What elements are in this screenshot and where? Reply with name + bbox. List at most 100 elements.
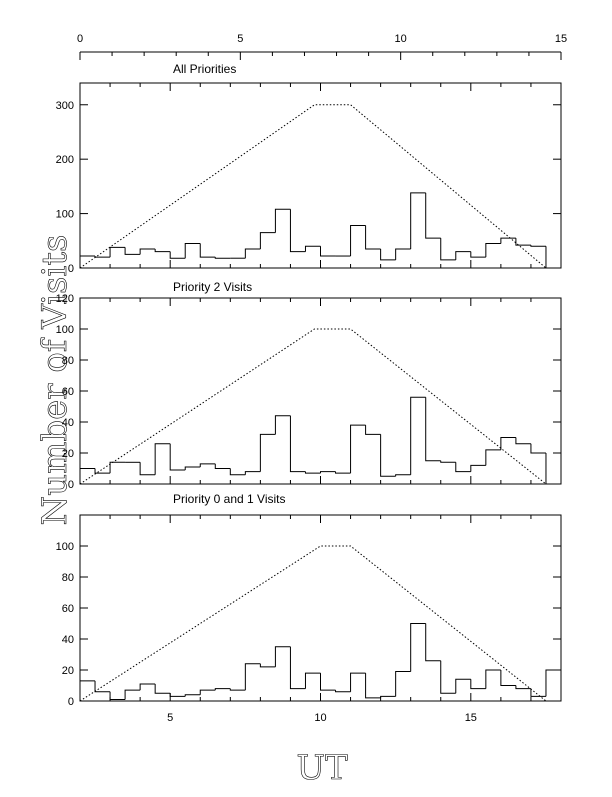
histogram-bin [380, 695, 396, 698]
histogram-bin [530, 245, 546, 247]
histogram-bin [304, 245, 321, 252]
histogram-bin [350, 225, 366, 257]
histogram-bin [485, 243, 501, 258]
histogram-bin [440, 460, 456, 463]
histogram-bin [440, 660, 456, 694]
histogram-bin [94, 468, 111, 474]
histogram-bin [244, 471, 261, 475]
histogram-bin [199, 463, 216, 467]
y-tick-label: 40 [62, 634, 74, 646]
histogram-bin [184, 694, 201, 697]
bottom-axis-tick-label: 15 [465, 712, 477, 724]
histogram-bin [410, 623, 426, 672]
histogram-bin [500, 437, 516, 450]
bottom-axis-tick-label: 10 [314, 712, 326, 724]
histogram-bin [350, 672, 366, 692]
histogram-bin [470, 679, 486, 690]
y-tick-label: 60 [62, 386, 74, 398]
histogram-bin [545, 246, 561, 269]
histogram-bin [335, 471, 351, 474]
histogram-bin [244, 248, 261, 259]
histogram-bin [425, 623, 441, 662]
histogram-bin [274, 415, 291, 435]
histogram-bin [154, 683, 171, 694]
y-axis-label: Number of Visits [35, 235, 75, 526]
histogram-bin [274, 208, 291, 233]
histogram-bin [380, 248, 396, 261]
histogram-bin [515, 238, 531, 246]
histogram-bin [109, 246, 126, 258]
histogram-bin [79, 255, 96, 268]
histogram-bin [335, 690, 351, 693]
y-tick-label: 80 [62, 355, 74, 367]
y-tick-label: 100 [56, 541, 74, 553]
histogram-bin [410, 396, 426, 475]
y-tick-label: 100 [56, 324, 74, 336]
histogram-bin [139, 462, 156, 476]
histogram-bin [470, 464, 486, 472]
histogram-bin [154, 443, 171, 475]
y-tick-label: 20 [62, 665, 74, 677]
histogram-bin [304, 672, 321, 689]
envelope-line [79, 104, 547, 269]
histogram-bin [455, 678, 471, 694]
histogram-bin [94, 680, 111, 693]
histogram-bin [530, 443, 546, 454]
histogram-bin [94, 256, 111, 258]
y-tick-label: 120 [56, 293, 74, 305]
y-tick-label: 80 [62, 572, 74, 584]
histogram-bin [500, 237, 516, 244]
histogram-bin [124, 689, 141, 700]
histogram-bin [289, 646, 306, 690]
histogram-bin [350, 424, 366, 474]
histogram-bin [184, 466, 201, 471]
y-tick-label: 0 [68, 696, 74, 708]
histogram-bin [214, 463, 231, 469]
histogram-bin [395, 474, 411, 477]
histogram-bin [259, 663, 276, 668]
y-tick-label: 200 [56, 154, 74, 166]
histogram-bin [365, 673, 381, 699]
histogram-bin [169, 443, 186, 471]
histogram-bin [365, 225, 381, 250]
histogram-bin [304, 471, 321, 474]
histogram-bin [229, 468, 246, 476]
histogram-bin [109, 691, 126, 700]
histogram-bin [274, 646, 291, 667]
histogram-bin [79, 468, 96, 484]
histogram-bin [365, 425, 381, 435]
histogram-bin [79, 680, 96, 701]
histogram-bin [395, 248, 411, 260]
y-tick-label: 60 [62, 603, 74, 615]
y-tick-label: 20 [62, 448, 74, 460]
panel-title: Priority 0 and 1 Visits [173, 492, 286, 506]
histogram-bin [470, 251, 486, 258]
histogram-bin [244, 663, 261, 691]
panel-title: Priority 2 Visits [173, 280, 252, 294]
histogram-bin [124, 247, 141, 255]
histogram-bin [320, 246, 336, 257]
histogram-bin [139, 683, 156, 691]
top-axis-tick-label: 15 [555, 33, 567, 45]
histogram-bin [154, 248, 171, 253]
histogram-bin [289, 209, 306, 253]
histogram-bin [455, 251, 471, 260]
histogram-bin [214, 257, 231, 259]
panel-title: All Priorities [173, 62, 236, 76]
top-axis-tick-label: 10 [395, 33, 407, 45]
envelope-line [79, 328, 547, 485]
histogram-bin [320, 673, 336, 691]
top-axis: 0 5 10 15 [77, 33, 567, 60]
histogram-bin [259, 232, 276, 249]
histogram-bin [229, 688, 246, 691]
panel-frame [79, 297, 562, 485]
histogram-bin [169, 693, 186, 697]
histogram-bin [320, 471, 336, 474]
histogram-bin [455, 462, 471, 473]
x-axis-label: UT [296, 748, 348, 788]
histogram-bin [515, 437, 531, 445]
y-tick-label: 100 [56, 209, 74, 221]
bottom-axis-tick-label: 5 [167, 712, 173, 724]
bottom-axis: 5 10 15 [167, 712, 477, 724]
